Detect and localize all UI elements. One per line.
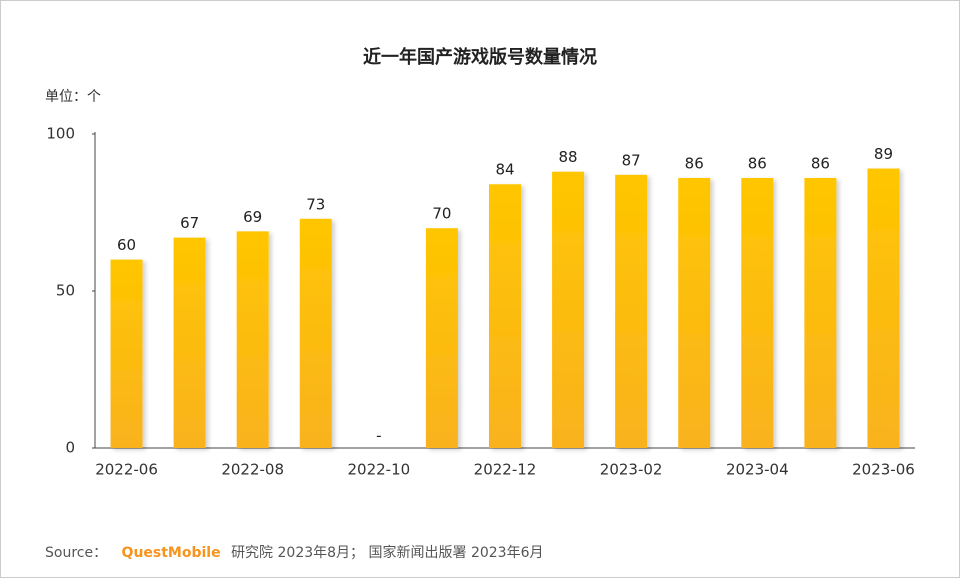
x-tick-label: 2022-06 — [95, 461, 158, 479]
x-tick-label: 2022-10 — [348, 461, 411, 479]
x-tick-label: 2023-02 — [600, 461, 663, 479]
bar — [804, 177, 837, 448]
bar — [867, 168, 900, 449]
x-tick-label: 2023-06 — [852, 461, 915, 479]
value-label: 86 — [748, 154, 767, 172]
bar — [489, 184, 521, 449]
bar — [299, 218, 332, 448]
value-label: - — [376, 427, 381, 445]
source: Source： QuestMobile 研究院 2023年8月； 国家新闻出版署… — [45, 544, 544, 561]
bar — [615, 174, 648, 448]
value-label: 69 — [243, 208, 262, 226]
value-label: 70 — [432, 205, 451, 223]
value-label: 73 — [306, 195, 325, 213]
x-tick-label: 2022-12 — [474, 461, 537, 479]
value-label: 87 — [622, 151, 641, 169]
bar — [425, 228, 458, 448]
value-label: 86 — [685, 154, 704, 172]
bar — [678, 177, 711, 448]
y-tick-label: 100 — [46, 125, 75, 143]
source-brand: QuestMobile — [122, 545, 221, 561]
value-label: 60 — [117, 236, 136, 254]
x-tick-label: 2023-04 — [726, 461, 789, 479]
value-label: 67 — [180, 214, 199, 232]
bar — [173, 237, 206, 448]
source-prefix: Source： — [45, 545, 107, 561]
value-label: 88 — [559, 148, 578, 166]
x-tick-label: 2022-08 — [221, 461, 284, 479]
y-tick-label: 50 — [56, 282, 75, 300]
value-label: 86 — [811, 154, 830, 172]
bar — [741, 177, 774, 448]
bar — [236, 231, 269, 448]
y-tick-label: 0 — [65, 439, 75, 457]
unit-label: 单位：个 — [45, 89, 101, 105]
bar — [552, 171, 585, 448]
chart-title: 近一年国产游戏版号数量情况 — [363, 46, 597, 68]
value-label: 84 — [495, 161, 514, 179]
source-text: 研究院 2023年8月； 国家新闻出版署 2023年6月 — [231, 544, 543, 561]
value-label: 89 — [874, 145, 893, 163]
bar — [110, 259, 143, 448]
